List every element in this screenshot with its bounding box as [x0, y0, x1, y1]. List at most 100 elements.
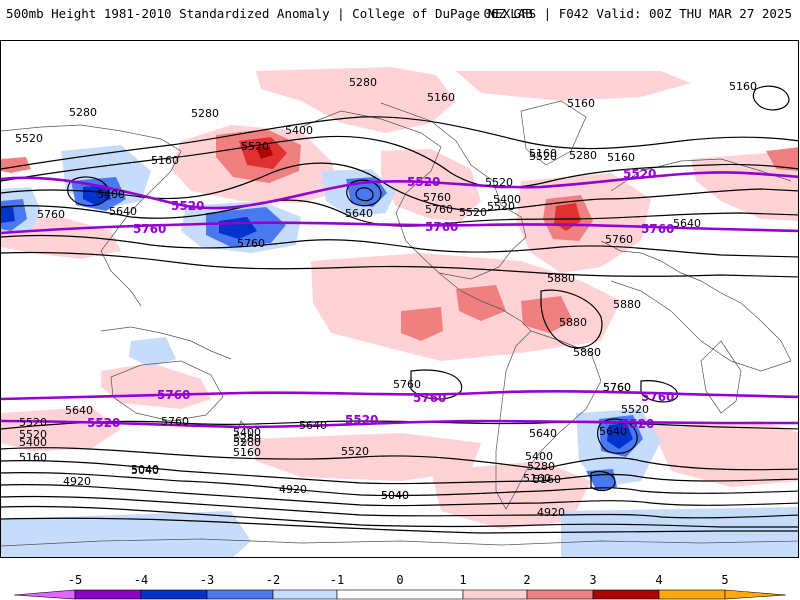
contour-label-group: 5280 5160 5160 5160 5520 5280 5280 5400 … — [15, 76, 757, 519]
north-america-coast — [300, 102, 527, 280]
africa-tip — [700, 340, 742, 414]
contour-label: 5040 — [131, 464, 159, 477]
colorbar-seg-pos3 — [592, 589, 660, 600]
purple-5760-south — [1, 389, 798, 401]
contour-label: 5520 — [485, 176, 513, 189]
neg3-far-west-core — [1, 207, 15, 223]
colorbar-tick: 5 — [721, 573, 728, 587]
colorbar-ticks: -5 -4 -3 -2 -1 0 1 2 3 4 5 — [68, 573, 729, 587]
contour-label: 5280 — [233, 432, 261, 445]
contour-label: 5760 — [603, 381, 631, 394]
neg1-southern-belt-east — [561, 507, 798, 557]
colorbar-seg-neg1 — [272, 589, 338, 600]
purple-label: 5760 — [157, 388, 190, 402]
purple-label: 5520 — [623, 167, 656, 181]
contour-label: 5760 — [605, 233, 633, 246]
contour-label: 5280 — [349, 76, 377, 89]
contour-5160-south — [1, 495, 798, 519]
contour-label: 5640 — [299, 419, 327, 432]
contour-label: 5160 — [529, 147, 557, 160]
closed-low-west-pacific — [67, 176, 110, 207]
pos1-south-atlantic — [431, 461, 591, 529]
colorbar-tick: 0 — [396, 573, 403, 587]
contour-label: 5520 — [15, 132, 43, 145]
contour-label: 5520 — [241, 140, 269, 153]
pos2-west-pacific — [1, 157, 31, 173]
contour-label: 5520 — [487, 200, 515, 213]
contour-label: 5880 — [573, 346, 601, 359]
neg3-west-pacific-core — [83, 185, 111, 205]
contour-label: 5640 — [599, 425, 627, 438]
contour-label: 5640 — [673, 217, 701, 230]
contour-label: 4920 — [63, 475, 91, 488]
contour-label: 5280 — [69, 106, 97, 119]
contour-label: 5520 — [459, 206, 487, 219]
colorbar-tick: 3 — [589, 573, 596, 587]
contour-label: 5520 — [621, 403, 649, 416]
pos2-central-america — [521, 296, 573, 333]
contour-label: 5640 — [529, 427, 557, 440]
colorbar-seg-neg2 — [206, 589, 274, 600]
height-contours — [1, 85, 798, 534]
contour-label: 5280 — [527, 460, 555, 473]
contour-label: 4920 — [279, 483, 307, 496]
contour-label: 5520 — [529, 150, 557, 163]
contour-label: 5760 — [423, 191, 451, 204]
colorbar-seg-zero — [336, 589, 464, 600]
purple-5520-south — [1, 419, 798, 429]
contour-label: 5040 — [381, 489, 409, 502]
contour-5160-north — [1, 116, 798, 170]
closed-low-south-pacific-2 — [590, 470, 616, 492]
purple-label: 5520 — [621, 417, 654, 431]
pos1-north-pacific-arctic — [256, 67, 456, 133]
contour-label: 5640 — [65, 404, 93, 417]
contour-5880-tropical-3 — [640, 380, 679, 403]
contour-label: 5280 — [191, 107, 219, 120]
closed-low-siberia — [752, 85, 790, 111]
greenland-coast — [520, 100, 587, 166]
contour-label: 5400 — [285, 124, 313, 137]
purple-label: 5520 — [345, 413, 378, 427]
pos1-siberia — [691, 151, 798, 221]
pos2-pacific-tropic-1 — [401, 307, 443, 341]
purple-label: 5760 — [133, 222, 166, 236]
colorbar-seg-pos5 — [724, 589, 787, 600]
purple-5760-north — [1, 221, 798, 235]
contour-4920-south — [1, 517, 798, 534]
colorbar-seg-pos2 — [526, 589, 594, 600]
map-title: 500mb Height 1981-2010 Standardized Anom… — [6, 6, 533, 21]
colorbar-tick: -5 — [68, 573, 82, 587]
purple-label-group: 5520 5520 5520 5760 5760 5760 5760 5760 … — [87, 167, 674, 431]
contour-label: 5400 — [233, 426, 261, 439]
contour-label: 5520 — [19, 428, 47, 441]
antarctica-coast — [1, 538, 798, 547]
purple-label: 5760 — [413, 391, 446, 405]
colorbar-tick: -1 — [330, 573, 344, 587]
contour-label: 5280 — [569, 149, 597, 162]
contour-label: 5040 — [381, 489, 409, 502]
contour-5520-north — [1, 199, 798, 227]
new-zealand-coast — [236, 420, 252, 446]
contour-label: 5880 — [613, 298, 641, 311]
contour-label: 5040 — [131, 463, 159, 476]
contour-label: 5160 — [523, 472, 551, 485]
contour-label: 5760 — [603, 381, 631, 394]
pos1-southwest-indian — [1, 407, 121, 451]
contour-label: 5160 — [19, 451, 47, 464]
contour-label: 5760 — [393, 378, 421, 391]
colorbar-tick: -2 — [266, 573, 280, 587]
purple-label: 5520 — [87, 416, 120, 430]
contour-5520-south — [1, 460, 798, 485]
purple-label: 5520 — [407, 175, 440, 189]
contour-label: 5160 — [729, 80, 757, 93]
contour-label: 5640 — [109, 205, 137, 218]
colorbar-tick: 4 — [655, 573, 662, 587]
contour-label: 5280 — [233, 436, 261, 449]
contour-label: 4920 — [537, 506, 565, 519]
colorbar-tick: 1 — [459, 573, 466, 587]
contour-label: 5160 — [233, 446, 261, 459]
contour-label: 5760 — [37, 208, 65, 221]
pos1-north-america — [381, 149, 481, 221]
contour-label: 5760 — [425, 203, 453, 216]
purple-label: 5760 — [641, 222, 674, 236]
